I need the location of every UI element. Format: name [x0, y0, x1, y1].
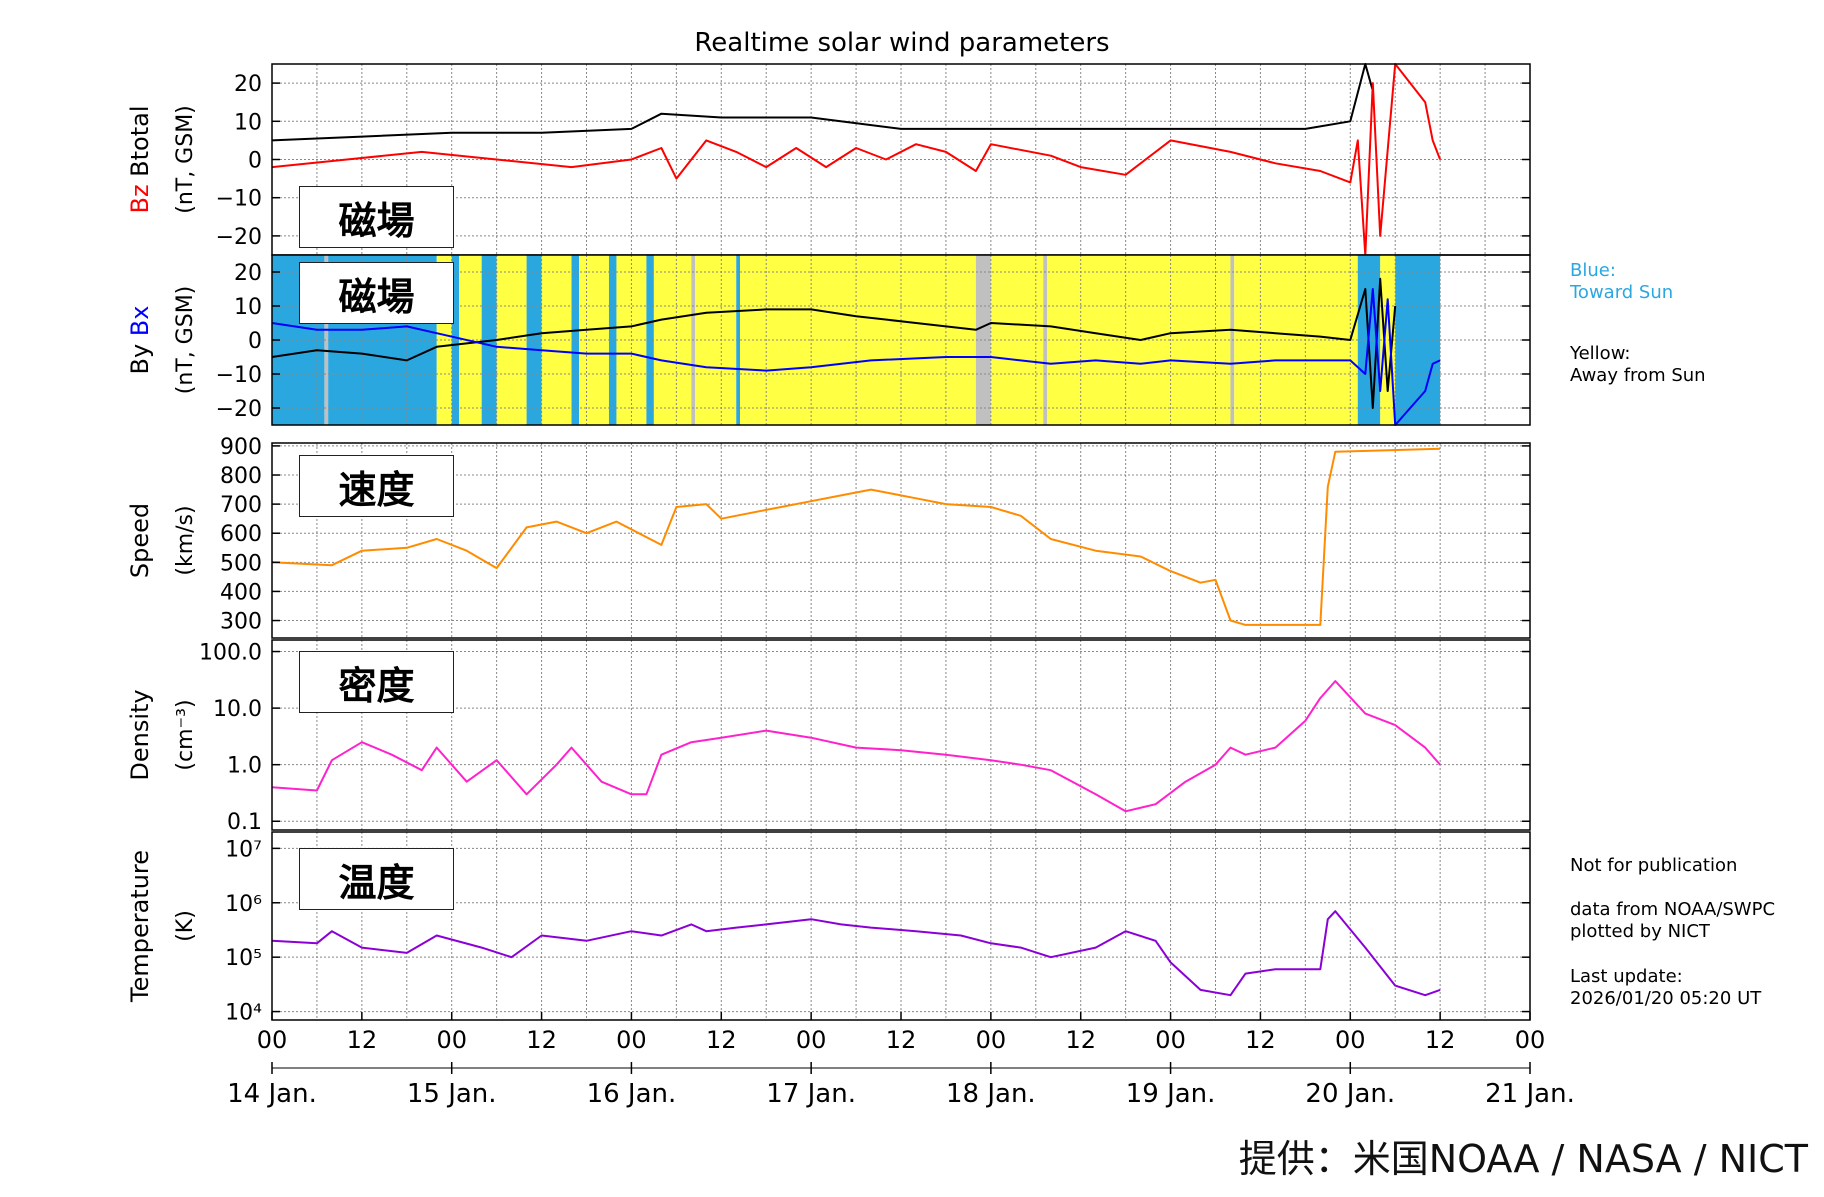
y-tick-label: 0 — [248, 329, 262, 354]
y-axis-label-bfield: Bz Btotal — [126, 105, 154, 213]
panel-frame-density — [271, 639, 1531, 831]
overlay-label-bfield: 磁場 — [299, 186, 454, 248]
y-tick-label: 10⁵ — [225, 946, 262, 971]
legend-blue-toward-sun: Blue: Toward Sun — [1570, 260, 1674, 303]
overlay-label-bxby: 磁場 — [299, 262, 454, 324]
y-axis-label-density: Density — [126, 689, 154, 780]
day-label: 20 Jan. — [1305, 1079, 1395, 1109]
x-tick-label: 00 — [1335, 1026, 1366, 1054]
y-tick-label: 20 — [234, 261, 262, 286]
y-tick-label: 900 — [220, 435, 262, 460]
y-tick-label: 600 — [220, 522, 262, 547]
day-label: 18 Jan. — [946, 1079, 1036, 1109]
x-tick-label: 00 — [796, 1026, 827, 1054]
y-axis-unit-bfield: (nT, GSM) — [173, 105, 198, 214]
y-axis-label-part: Btotal — [126, 105, 154, 184]
data-source-note: data from NOAA/SWPC plotted by NICT — [1570, 899, 1776, 942]
series-line-temperature — [271, 910, 1441, 997]
sector-band — [736, 255, 741, 425]
y-axis-label-bxby: By Bx — [126, 306, 154, 375]
y-axis-label-part: Speed — [126, 503, 154, 578]
y-tick-label: 300 — [220, 610, 262, 635]
sector-band — [646, 255, 654, 425]
x-tick-label: 12 — [886, 1026, 917, 1054]
day-label: 19 Jan. — [1126, 1079, 1216, 1109]
y-axis-unit-bxby: (nT, GSM) — [173, 286, 198, 395]
y-tick-label: 100.0 — [199, 641, 262, 666]
x-tick-label: 00 — [257, 1026, 288, 1054]
x-tick-label: 00 — [976, 1026, 1007, 1054]
x-tick-label: 00 — [616, 1026, 647, 1054]
y-tick-label: 10.0 — [213, 697, 262, 722]
series-line-speed — [271, 447, 1441, 626]
x-tick-label: 12 — [526, 1026, 557, 1054]
y-axis-unit-speed: (km/s) — [173, 505, 198, 575]
y-axis-label-temperature: Temperature — [126, 850, 154, 1003]
x-tick-label: 00 — [1515, 1026, 1546, 1054]
sector-band — [451, 255, 460, 425]
y-axis-label-part: Temperature — [126, 850, 154, 1003]
series-line-by — [271, 277, 1397, 409]
y-tick-label: 20 — [234, 72, 262, 97]
y-tick-label: 400 — [220, 580, 262, 605]
sector-band — [324, 255, 329, 425]
panel-frame-speed — [271, 442, 1531, 639]
x-tick-label: 00 — [1155, 1026, 1186, 1054]
y-tick-label: −10 — [216, 363, 262, 388]
day-label: 16 Jan. — [587, 1079, 677, 1109]
day-label: 14 Jan. — [227, 1079, 317, 1109]
chart-title: Realtime solar wind parameters — [694, 28, 1110, 58]
y-tick-label: 0 — [248, 149, 262, 174]
y-axis-unit-density: (cm⁻³) — [173, 699, 198, 770]
y-axis-label-part: Bx — [126, 306, 154, 337]
y-tick-label: 1.0 — [227, 754, 262, 779]
not-for-publication-note: Not for publication — [1570, 855, 1738, 876]
x-tick-label: 00 — [436, 1026, 467, 1054]
sector-band — [975, 255, 991, 425]
y-tick-label: 10 — [234, 110, 262, 135]
y-tick-label: 10 — [234, 295, 262, 320]
sector-band — [571, 255, 580, 425]
y-tick-label: 0.1 — [227, 810, 262, 835]
series-line-btotal — [271, 63, 1374, 142]
x-tick-label: 12 — [706, 1026, 737, 1054]
day-label: 17 Jan. — [766, 1079, 856, 1109]
y-tick-label: −10 — [216, 187, 262, 212]
day-label: 15 Jan. — [407, 1079, 497, 1109]
y-tick-label: 800 — [220, 464, 262, 489]
y-axis-label-part: By — [126, 336, 154, 374]
y-axis-label-part: Bz — [126, 184, 154, 213]
y-tick-label: 10⁶ — [225, 892, 262, 917]
series-line-bz — [271, 63, 1442, 256]
y-tick-label: −20 — [216, 225, 262, 250]
y-axis-label-part: Density — [126, 689, 154, 780]
x-tick-label: 12 — [1245, 1026, 1276, 1054]
y-tick-label: 500 — [220, 551, 262, 576]
image-credit: 提供：米国NOAA / NASA / NICT — [1238, 1137, 1808, 1181]
series-line-density — [271, 680, 1441, 813]
day-label: 21 Jan. — [1485, 1079, 1575, 1109]
y-axis-label-speed: Speed — [126, 503, 154, 578]
y-tick-label: 10⁴ — [225, 1001, 262, 1026]
x-tick-label: 12 — [347, 1026, 378, 1054]
y-tick-label: −20 — [216, 397, 262, 422]
y-tick-label: 10⁷ — [225, 837, 262, 862]
overlay-label-speed: 速度 — [299, 455, 454, 517]
x-tick-label: 12 — [1065, 1026, 1096, 1054]
overlay-label-temperature: 温度 — [299, 848, 454, 910]
overlay-label-density: 密度 — [299, 651, 454, 713]
last-update-note: Last update: 2026/01/20 05:20 UT — [1570, 966, 1762, 1009]
sector-band — [1380, 255, 1396, 425]
legend-yellow-away-from-sun: Yellow: Away from Sun — [1570, 343, 1706, 386]
series-line-bx — [271, 288, 1441, 426]
x-tick-label: 12 — [1425, 1026, 1456, 1054]
sector-band — [526, 255, 542, 425]
y-tick-label: 700 — [220, 493, 262, 518]
y-axis-unit-temperature: (K) — [173, 910, 198, 942]
